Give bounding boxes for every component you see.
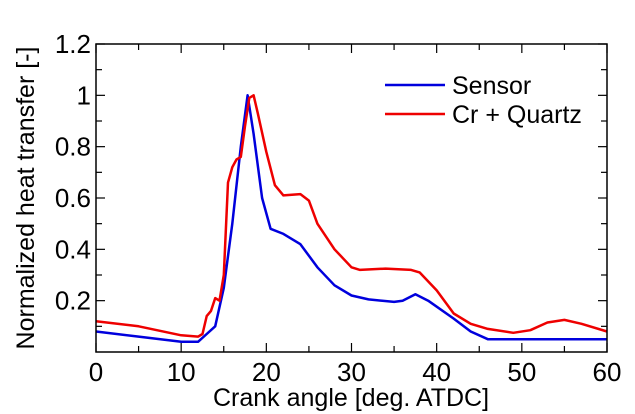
x-axis-label: Crank angle [deg. ATDC]	[213, 384, 489, 412]
x-tick-label: 20	[252, 357, 281, 387]
y-tick-label: 0.8	[55, 132, 91, 162]
y-tick-label: 0.4	[55, 234, 91, 264]
axis-ticks	[95, 43, 608, 352]
legend-label-cr-quartz: Cr + Quartz	[452, 101, 582, 129]
series-lines	[95, 94, 608, 343]
legend: Sensor Cr + Quartz	[385, 72, 582, 129]
x-tick-label: 40	[422, 357, 451, 387]
y-axis-label: Normalized heat transfer [-]	[12, 47, 40, 350]
x-tick-label: 50	[507, 357, 536, 387]
series-line-sensor	[95, 94, 607, 343]
series-line-cr-quartz	[95, 94, 608, 338]
x-tick-label: 60	[593, 357, 622, 387]
x-tick-labels: 0 10 20 30 40 50 60	[89, 357, 622, 387]
y-tick-labels: 0.2 0.4 0.6 0.8 1 1.2	[55, 29, 91, 316]
y-tick-label: 0.6	[55, 183, 91, 213]
legend-label-sensor: Sensor	[452, 72, 531, 100]
x-tick-label: 0	[89, 357, 103, 387]
x-tick-label: 30	[337, 357, 366, 387]
y-tick-label: 1	[77, 80, 91, 110]
x-tick-label: 10	[167, 357, 196, 387]
y-tick-label: 0.2	[55, 286, 91, 316]
y-tick-label: 1.2	[55, 29, 91, 59]
